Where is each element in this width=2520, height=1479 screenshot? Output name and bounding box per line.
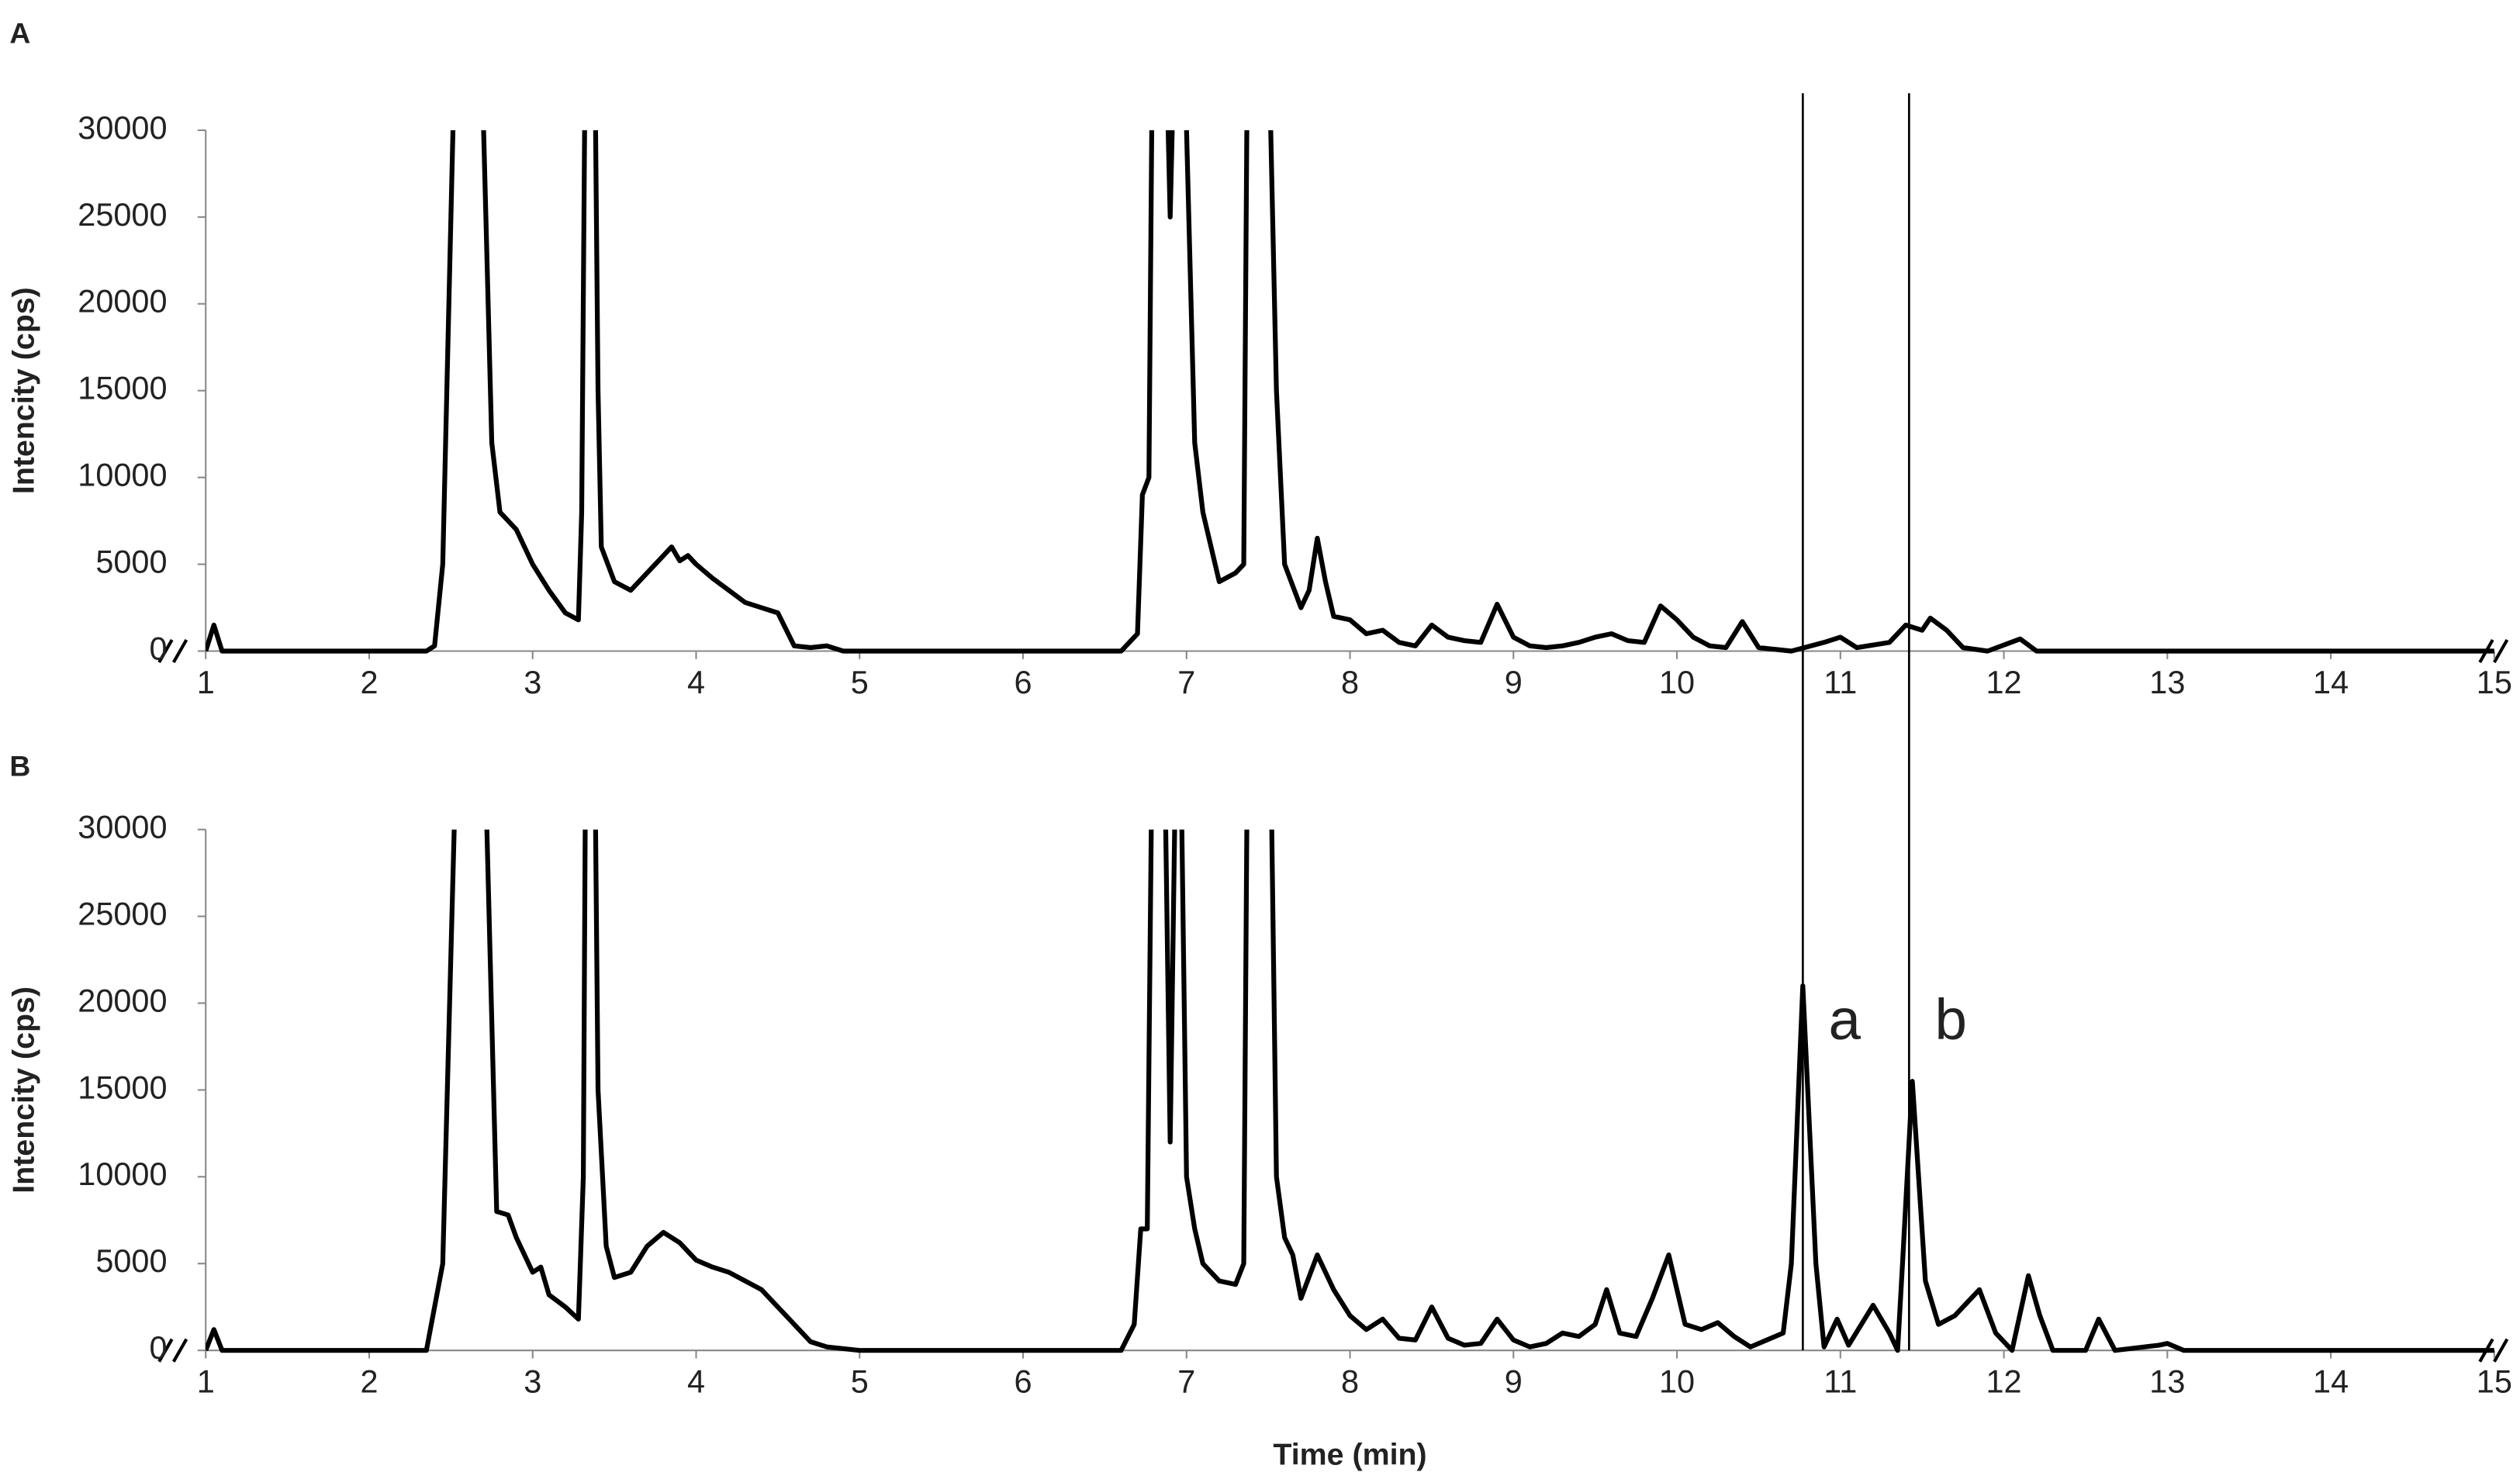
x-tick-label: 1 [197, 1363, 215, 1400]
x-tick-label: 15 [2477, 1363, 2512, 1400]
x-tick-label: 14 [2313, 664, 2349, 700]
x-tick-label: 8 [1341, 664, 1359, 700]
x-tick-label: 10 [1659, 1363, 1695, 1400]
chromatogram-line [206, 130, 2494, 654]
x-axis-label: Time (min) [1273, 1437, 1426, 1471]
x-tick-label: 9 [1505, 1363, 1523, 1400]
x-tick-label: 6 [1014, 664, 1032, 700]
x-tick-label: 14 [2313, 1363, 2349, 1400]
x-tick-label: 11 [1823, 1363, 1857, 1400]
y-tick-label: 20000 [78, 982, 167, 1018]
x-tick-label: 4 [687, 1363, 705, 1400]
x-tick-label: 10 [1659, 664, 1695, 700]
x-tick-label: 3 [524, 1363, 541, 1400]
x-tick-label: 15 [2477, 664, 2512, 700]
annotation: a [1828, 987, 1861, 1052]
y-tick-label: 30000 [78, 809, 167, 845]
y-tick-label: 30000 [78, 109, 167, 146]
break-mark [157, 1338, 188, 1363]
panel-label: B [9, 750, 30, 783]
x-tick-label: 3 [524, 664, 541, 700]
x-tick-label: 2 [360, 1363, 378, 1400]
chromatogram-line [206, 829, 2494, 1353]
x-tick-label: 5 [851, 1363, 869, 1400]
y-tick-label: 25000 [78, 895, 167, 931]
y-tick-label: 25000 [78, 196, 167, 233]
y-axis-label: Intencity (cps) [7, 287, 41, 494]
annotation: b [1934, 987, 1966, 1052]
x-tick-label: 7 [1177, 1363, 1195, 1400]
break-mark [157, 638, 188, 664]
y-tick-label: 5000 [95, 544, 167, 580]
x-tick-label: 7 [1177, 664, 1195, 700]
x-tick-label: 13 [2149, 1363, 2185, 1400]
x-tick-label: 9 [1505, 664, 1523, 700]
y-tick-label: 15000 [78, 370, 167, 406]
y-tick-label: 20000 [78, 283, 167, 320]
x-tick-label: 8 [1341, 1363, 1359, 1400]
y-tick-label: 10000 [78, 457, 167, 493]
x-tick-label: 2 [360, 664, 378, 700]
y-tick-label: 0 [149, 630, 167, 666]
x-tick-label: 4 [687, 664, 705, 700]
x-tick-label: 13 [2149, 664, 2185, 700]
x-tick-label: 11 [1823, 664, 1857, 700]
x-tick-label: 12 [1986, 1363, 2022, 1400]
x-tick-label: 6 [1014, 1363, 1032, 1400]
y-tick-label: 15000 [78, 1069, 167, 1105]
y-tick-label: 5000 [95, 1242, 167, 1279]
x-tick-label: 5 [851, 664, 869, 700]
axis-breaks [157, 638, 2509, 1363]
y-tick-label: 10000 [78, 1156, 167, 1192]
x-tick-label: 1 [197, 664, 215, 700]
x-tick-label: 12 [1986, 664, 2022, 700]
y-tick-label: 0 [149, 1329, 167, 1366]
panel-label: A [9, 16, 30, 49]
y-axis-label: Intencity (cps) [7, 987, 41, 1194]
